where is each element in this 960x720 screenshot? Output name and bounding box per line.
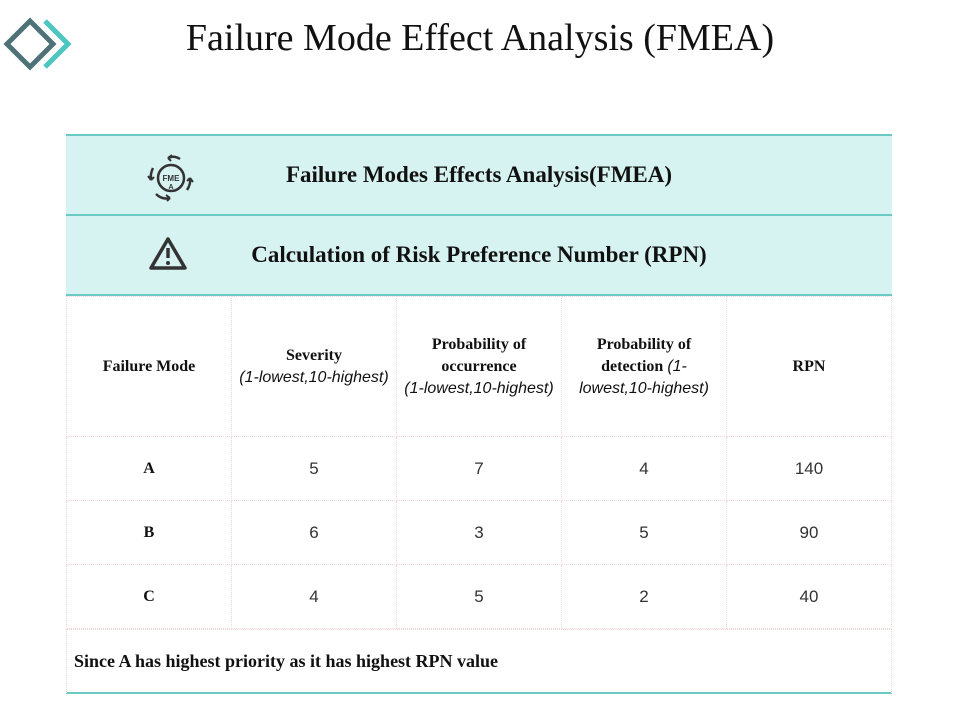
cell-occurrence: 3 (396, 500, 562, 565)
column-header: Probability of detection (1-lowest,10-hi… (561, 296, 727, 437)
cell-severity: 5 (231, 436, 397, 501)
header-row-fmea: FME A Failure Modes Effects Analysis(FME… (66, 134, 892, 214)
fmea-table: FME A Failure Modes Effects Analysis(FME… (66, 134, 892, 694)
table-row: C 4 5 2 40 (66, 564, 892, 629)
cell-detection: 5 (561, 500, 727, 565)
data-table: Failure Mode Severity (1-lowest,10-highes… (66, 296, 892, 629)
svg-text:A: A (168, 184, 173, 191)
svg-text:FME: FME (163, 174, 181, 183)
cell-severity: 6 (231, 500, 397, 565)
cell-occurrence: 7 (396, 436, 562, 501)
cell-occurrence: 5 (396, 564, 562, 629)
table-row: A 5 7 4 140 (66, 436, 892, 501)
conclusion-text: Since A has highest priority as it has h… (66, 629, 892, 694)
header-title: Failure Modes Effects Analysis(FMEA) (285, 162, 673, 187)
column-header-row: Failure Mode Severity (1-lowest,10-highes… (66, 296, 892, 437)
cell-severity: 4 (231, 564, 397, 629)
cell-mode: C (66, 564, 232, 629)
cell-mode: B (66, 500, 232, 565)
column-header: Failure Mode (66, 296, 232, 437)
cell-rpn: 90 (726, 500, 892, 565)
fmea-cycle-icon: FME A (147, 154, 194, 202)
page-title: Failure Mode Effect Analysis (FMEA) (185, 17, 775, 59)
cell-detection: 4 (561, 436, 727, 501)
header-subtitle: Calculation of Risk Preference Number (R… (251, 242, 707, 267)
cell-detection: 2 (561, 564, 727, 629)
cell-rpn: 40 (726, 564, 892, 629)
column-header: Severity (1-lowest,10-highest) (231, 296, 397, 437)
cell-rpn: 140 (726, 436, 892, 501)
column-header: Probability of occurrence (1-lowest,10-hi… (396, 296, 562, 437)
header-row-rpn: Calculation of Risk Preference Number (R… (66, 214, 892, 296)
cell-mode: A (66, 436, 232, 501)
logo-icon (3, 17, 72, 71)
warning-icon (149, 237, 187, 270)
column-header: RPN (726, 296, 892, 437)
table-row: B 6 3 5 90 (66, 500, 892, 565)
